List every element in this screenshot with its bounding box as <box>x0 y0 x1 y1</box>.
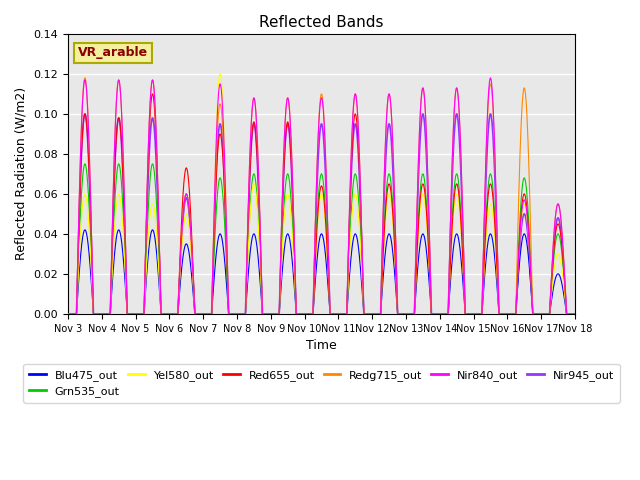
Text: VR_arable: VR_arable <box>78 47 148 60</box>
X-axis label: Time: Time <box>306 339 337 352</box>
Legend: Blu475_out, Grn535_out, Yel580_out, Red655_out, Redg715_out, Nir840_out, Nir945_: Blu475_out, Grn535_out, Yel580_out, Red6… <box>24 364 620 403</box>
Y-axis label: Reflected Radiation (W/m2): Reflected Radiation (W/m2) <box>15 87 28 261</box>
Title: Reflected Bands: Reflected Bands <box>259 15 384 30</box>
